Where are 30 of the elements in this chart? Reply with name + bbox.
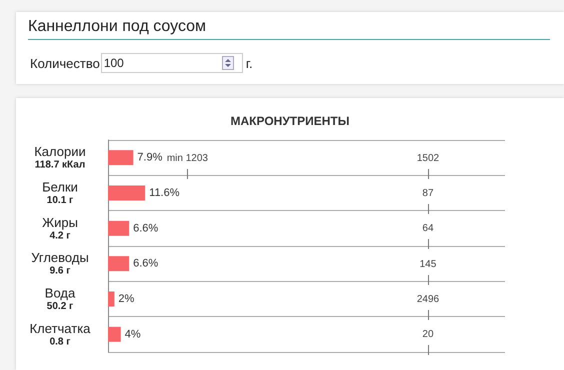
annotation: 20 [422,329,434,340]
text: 100 [104,56,124,70]
data-label: 6.6% [133,258,158,270]
y-tick-label: Калории 118.7 кКал [34,144,86,171]
y-tick-label: Белки 10.1 г [42,180,78,206]
annotation: 64 [422,223,434,234]
data-label: 6.6% [133,222,158,234]
bar [108,256,130,272]
annotation: 1502 [416,152,440,164]
data-label: 2% [118,293,135,305]
chart-subtitle: МАКРОНУТРИЕНТЫ [229,114,350,128]
chart-title: Каннеллони под соусом [28,18,550,40]
text: г. [246,56,253,70]
annotation: 145 [420,258,436,270]
annotation: min 1203 [166,152,208,164]
bar [108,220,130,236]
y-tick-label: Углеводы 9.6 г [31,250,89,277]
y-tick-label: Жиры 4.2 г [42,214,78,242]
bar [108,150,134,166]
annotation: 87 [422,188,434,199]
data-label: 11.6% [149,187,180,199]
annotation: 2496 [416,294,440,305]
data-label: 4% [124,328,141,340]
y-tick-label: Вода 50.2 г [44,286,76,312]
text: Количество [30,56,100,70]
bar [108,186,146,200]
bar [108,326,121,342]
y-tick-label: Клетчатка 0.8 г [30,320,92,348]
bar [108,292,114,306]
data-label: 7.9% [137,152,163,164]
